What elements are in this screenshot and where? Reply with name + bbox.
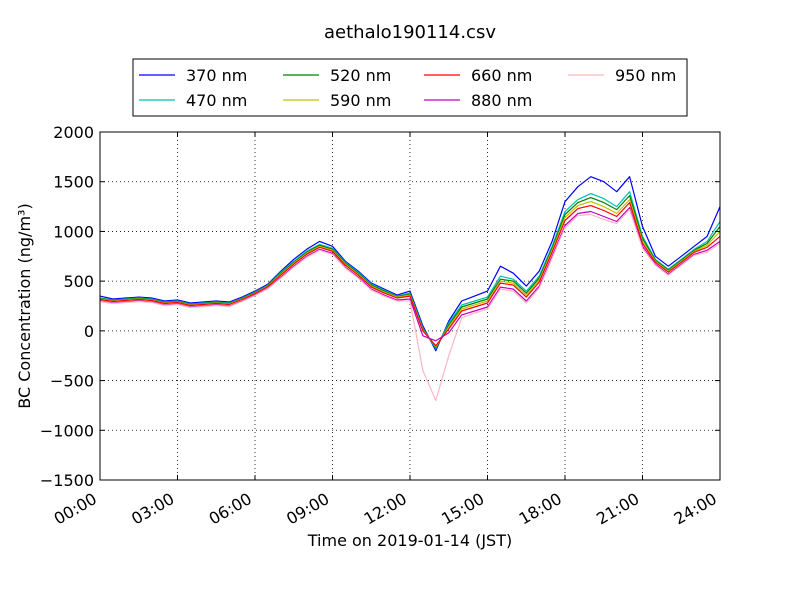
x-tick-label: 03:00 (128, 489, 177, 529)
y-tick-label: −1000 (40, 421, 94, 440)
legend-label: 370 nm (186, 66, 247, 85)
legend-item: 370 nm (139, 66, 247, 85)
series-line (99, 176, 721, 352)
y-tick-label: 1000 (53, 222, 94, 241)
series-layer (99, 176, 721, 402)
x-tick-label: 18:00 (516, 489, 565, 529)
x-tick-label: 15:00 (438, 489, 487, 529)
legend-item: 660 nm (424, 66, 532, 85)
x-tick-label: 21:00 (593, 489, 642, 529)
y-tick-label: −1500 (40, 471, 94, 490)
legend-box (132, 58, 688, 117)
legend-label: 880 nm (471, 91, 532, 110)
legend-label: 520 nm (330, 66, 391, 85)
series-line (99, 202, 721, 347)
legend-item: 880 nm (424, 91, 532, 110)
plot-area (99, 131, 721, 481)
legend-label: 950 nm (615, 66, 676, 85)
x-tick-label: 06:00 (206, 489, 255, 529)
legend-item: 590 nm (283, 91, 391, 110)
y-tick-label: 2000 (53, 123, 94, 142)
legend-label: 470 nm (186, 91, 247, 110)
chart-legend: 370 nm 470 nm 520 nm 590 nm 660 nm 880 nm 950 … (132, 58, 688, 117)
x-tick-label: 12:00 (361, 489, 410, 529)
series-line (99, 209, 721, 402)
x-tick-label: 09:00 (283, 489, 332, 529)
legend-item: 950 nm (568, 66, 676, 85)
y-axis-label: BC Concentration (ng/m³) (15, 203, 34, 408)
x-axis-label: Time on 2019-01-14 (JST) (307, 531, 512, 550)
legend-label: 660 nm (471, 66, 532, 85)
y-tick-label: −500 (50, 372, 94, 391)
x-tick-label: 24:00 (671, 489, 720, 529)
y-tick-label: 500 (63, 272, 94, 291)
x-tick-label: 00:00 (51, 489, 100, 529)
chart-title: aethalo190114.csv (324, 22, 496, 43)
y-tick-label: 0 (84, 322, 94, 341)
y-axis: −1500 −1000 −500 0 500 1000 1500 2000 (40, 123, 720, 490)
y-tick-label: 1500 (53, 173, 94, 192)
grid-lines (100, 132, 720, 480)
legend-item: 520 nm (283, 66, 391, 85)
legend-item: 470 nm (139, 91, 247, 110)
legend-label: 590 nm (330, 91, 391, 110)
